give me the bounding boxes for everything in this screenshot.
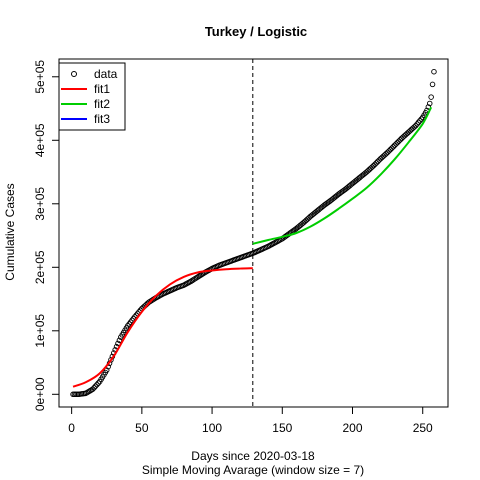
y-axis: 0e+00 1e+05 2e+05 3e+05 4e+05 5e+05: [33, 60, 60, 411]
data-point: [429, 81, 436, 88]
y-axis-label: Cumulative Cases: [3, 183, 17, 280]
x-tick-label: 0: [68, 421, 75, 435]
data-point: [426, 100, 433, 107]
data-point: [370, 162, 377, 169]
y-tick-label: 4e+05: [33, 123, 47, 157]
data-point: [389, 145, 395, 151]
y-tick-label: 0e+00: [33, 377, 47, 411]
data-point: [384, 149, 391, 156]
y-tick-label: 2e+05: [33, 250, 47, 284]
data-point: [94, 381, 100, 388]
x-tick-label: 200: [342, 421, 362, 435]
plot-area: [58, 58, 449, 408]
data-point: [116, 337, 123, 344]
data-point: [418, 116, 425, 122]
legend-marker: [71, 71, 77, 77]
x-tick-label: 150: [272, 421, 292, 435]
y-tick-label: 5e+05: [33, 60, 47, 94]
fit-line-fit1: [72, 267, 253, 388]
data-point: [390, 144, 396, 150]
x-tick-label: 250: [413, 421, 433, 435]
y-tick-label: 3e+05: [33, 187, 47, 221]
data-point: [375, 158, 381, 165]
data-point: [428, 94, 434, 100]
fit-line-fit2: [252, 106, 433, 245]
x-axis-label: Days since 2020-03-18: [191, 449, 315, 463]
data-point: [103, 367, 110, 373]
data-point: [414, 121, 420, 127]
legend-box: [58, 62, 126, 131]
data-point: [425, 104, 432, 110]
data-point: [95, 380, 102, 386]
data-point: [108, 357, 114, 363]
data-points: [70, 68, 437, 398]
legend-label: fit1: [94, 82, 110, 96]
fit-lines: [72, 106, 433, 388]
x-tick-label: 100: [202, 421, 222, 435]
data-point: [412, 122, 419, 129]
data-point: [372, 161, 378, 168]
data-point: [431, 68, 437, 75]
x-tick-label: 50: [135, 421, 149, 435]
data-point: [89, 386, 96, 392]
chart-title: Turkey / Logistic: [205, 24, 307, 39]
data-point: [92, 383, 99, 389]
x-axis: 0 50 100 150 200 250: [68, 406, 433, 435]
data-point: [391, 142, 398, 149]
data-point: [417, 117, 423, 124]
data-point: [394, 139, 401, 146]
legend-label: fit3: [94, 112, 110, 126]
data-point: [411, 124, 418, 130]
y-tick-label: 1e+05: [33, 314, 47, 348]
data-point: [91, 384, 97, 391]
legend-label: fit2: [94, 97, 110, 111]
data-point: [373, 160, 380, 166]
legend-label: data: [94, 67, 118, 81]
x-axis-sublabel: Simple Moving Avarage (window size = 7): [142, 463, 364, 477]
data-point: [386, 148, 392, 154]
data-point: [387, 146, 394, 153]
data-point: [396, 138, 402, 144]
data-point: [415, 119, 422, 126]
data-point: [393, 141, 399, 147]
